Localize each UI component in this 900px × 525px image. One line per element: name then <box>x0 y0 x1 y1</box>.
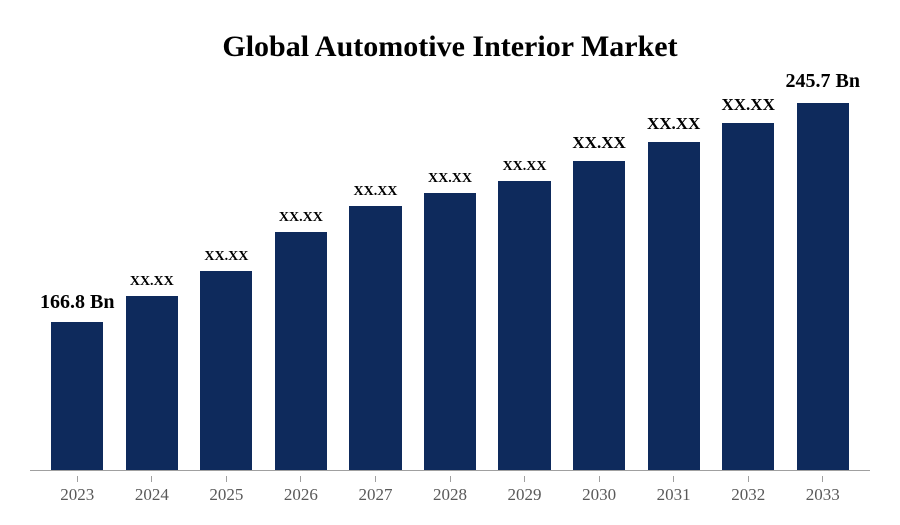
x-axis-label: 2032 <box>731 485 765 505</box>
bar <box>200 271 252 470</box>
x-axis-label: 2030 <box>582 485 616 505</box>
bar-value-label: XX.XX <box>279 210 323 226</box>
x-tick-group: 2028 <box>413 476 488 505</box>
x-axis-label: 2024 <box>135 485 169 505</box>
bar <box>573 161 625 470</box>
bar <box>797 103 849 470</box>
x-axis-label: 2031 <box>657 485 691 505</box>
chart-title: Global Automotive Interior Market <box>30 30 870 64</box>
bar <box>424 193 476 470</box>
bar-value-label: XX.XX <box>722 95 775 115</box>
bar-group: XX.XX <box>338 84 413 470</box>
bar-group: XX.XX <box>264 84 339 470</box>
x-tick-group: 2031 <box>636 476 711 505</box>
tick-mark <box>524 476 525 482</box>
bar-group: XX.XX <box>115 84 190 470</box>
bar-group: XX.XX <box>636 84 711 470</box>
bar <box>648 142 700 470</box>
x-tick-group: 2032 <box>711 476 786 505</box>
x-axis-label: 2033 <box>806 485 840 505</box>
bar <box>51 322 103 470</box>
bar-group: XX.XX <box>487 84 562 470</box>
tick-mark <box>226 476 227 482</box>
bar-group: 166.8 Bn <box>40 84 115 470</box>
bar-value-label: XX.XX <box>572 133 625 153</box>
bar-value-label: XX.XX <box>130 274 174 290</box>
tick-mark <box>748 476 749 482</box>
bar <box>126 296 178 470</box>
bar-value-label: 166.8 Bn <box>40 291 114 314</box>
bar-value-label: 245.7 Bn <box>786 70 860 93</box>
chart-container: Global Automotive Interior Market 166.8 … <box>0 0 900 525</box>
x-axis-label: 2026 <box>284 485 318 505</box>
bar-value-label: XX.XX <box>204 249 248 265</box>
bar-value-label: XX.XX <box>647 114 700 134</box>
x-tick-group: 2030 <box>562 476 637 505</box>
bar-group: 245.7 Bn <box>785 84 860 470</box>
tick-mark <box>77 476 78 482</box>
x-tick-group: 2024 <box>115 476 190 505</box>
x-tick-group: 2026 <box>264 476 339 505</box>
bars-wrapper: 166.8 Bn XX.XX XX.XX XX.XX XX.XX XX.XX XX.XX XX… <box>30 84 870 470</box>
x-axis-label: 2028 <box>433 485 467 505</box>
tick-mark <box>450 476 451 482</box>
bar-value-label: XX.XX <box>503 159 547 175</box>
bar-group: XX.XX <box>711 84 786 470</box>
tick-mark <box>822 476 823 482</box>
x-axis-label: 2029 <box>508 485 542 505</box>
x-tick-group: 2025 <box>189 476 264 505</box>
bar <box>498 181 550 471</box>
x-axis-label: 2027 <box>358 485 392 505</box>
bar-group: XX.XX <box>413 84 488 470</box>
x-tick-group: 2029 <box>487 476 562 505</box>
bar-group: XX.XX <box>562 84 637 470</box>
bar <box>349 206 401 470</box>
tick-mark <box>300 476 301 482</box>
tick-mark <box>673 476 674 482</box>
x-axis: 2023 2024 2025 2026 2027 2028 2029 2030 2031 2032… <box>30 476 870 505</box>
x-axis-label: 2025 <box>209 485 243 505</box>
bar <box>722 123 774 470</box>
x-axis-label: 2023 <box>60 485 94 505</box>
x-tick-group: 2023 <box>40 476 115 505</box>
x-tick-group: 2033 <box>785 476 860 505</box>
bar <box>275 232 327 470</box>
tick-mark <box>375 476 376 482</box>
bar-value-label: XX.XX <box>428 171 472 187</box>
tick-mark <box>151 476 152 482</box>
bar-value-label: XX.XX <box>353 184 397 200</box>
bar-group: XX.XX <box>189 84 264 470</box>
tick-mark <box>599 476 600 482</box>
plot-area: 166.8 Bn XX.XX XX.XX XX.XX XX.XX XX.XX XX.XX XX… <box>30 84 870 471</box>
x-tick-group: 2027 <box>338 476 413 505</box>
